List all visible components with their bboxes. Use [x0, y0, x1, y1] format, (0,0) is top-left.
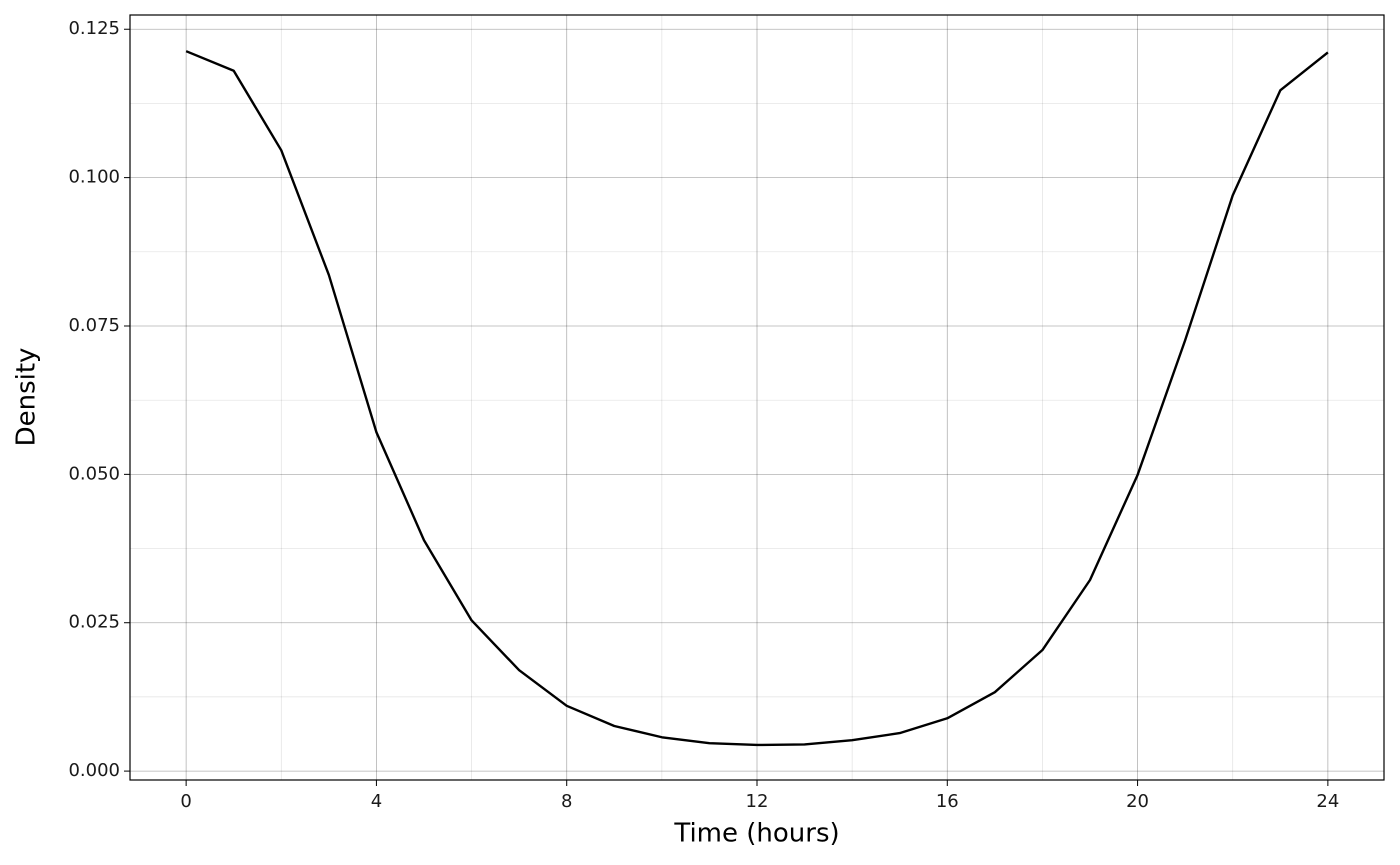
x-tick-label: 0 [180, 791, 191, 812]
x-tick-label: 12 [746, 791, 769, 812]
x-axis-title: Time (hours) [673, 819, 839, 849]
y-axis-title: Density [12, 348, 42, 447]
y-tick-label: 0.025 [68, 612, 120, 633]
x-tick-label: 8 [561, 791, 572, 812]
x-tick-label: 20 [1126, 791, 1149, 812]
density-line [185, 50, 1329, 747]
y-tick-label: 0.000 [68, 760, 120, 781]
y-tick-label: 0.100 [68, 167, 120, 188]
y-tick-label: 0.075 [68, 315, 120, 336]
y-tick-label: 0.050 [68, 463, 120, 484]
panel-border [129, 14, 1385, 781]
x-tick-label: 16 [936, 791, 959, 812]
x-tick-label: 4 [371, 791, 382, 812]
y-tick-label: 0.125 [68, 18, 120, 39]
x-tick-label: 24 [1316, 791, 1339, 812]
